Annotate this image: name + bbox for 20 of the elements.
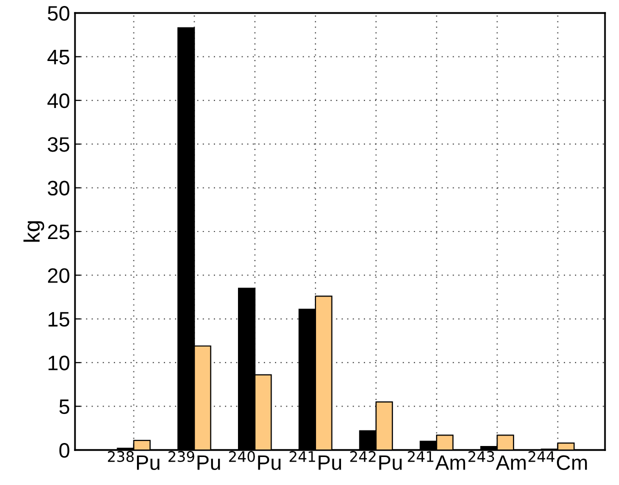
x-tick-label: $^{243}$Am xyxy=(468,451,526,470)
y-tick-label: 50 xyxy=(48,6,70,21)
x-tick-label: $^{241}$Am xyxy=(408,451,466,470)
y-tick-label: 15 xyxy=(48,312,70,327)
y-tick-label: 40 xyxy=(47,93,70,108)
x-tick-label: $^{238}$Pu xyxy=(108,451,160,470)
x-tick-label: $^{239}$Pu xyxy=(168,451,220,470)
x-tick-label: $^{242}$Pu xyxy=(350,451,402,470)
x-tick-label: $^{244}$Cm xyxy=(528,451,587,470)
x-tick-label: $^{241}$Pu xyxy=(290,451,342,470)
y-tick-label: 25 xyxy=(48,224,70,240)
y-tick-label: 45 xyxy=(47,50,70,64)
y-tick-label: 30 xyxy=(48,180,70,196)
y-tick-label: 20 xyxy=(48,268,70,283)
y-tick-label: 5 xyxy=(59,400,70,414)
y-tick-label: 35 xyxy=(48,137,70,152)
y-tick-label: 0 xyxy=(59,443,70,458)
y-tick-label: 10 xyxy=(48,356,70,370)
y-axis-title: kg xyxy=(23,221,44,242)
x-tick-label: $^{240}$Pu xyxy=(229,451,281,470)
